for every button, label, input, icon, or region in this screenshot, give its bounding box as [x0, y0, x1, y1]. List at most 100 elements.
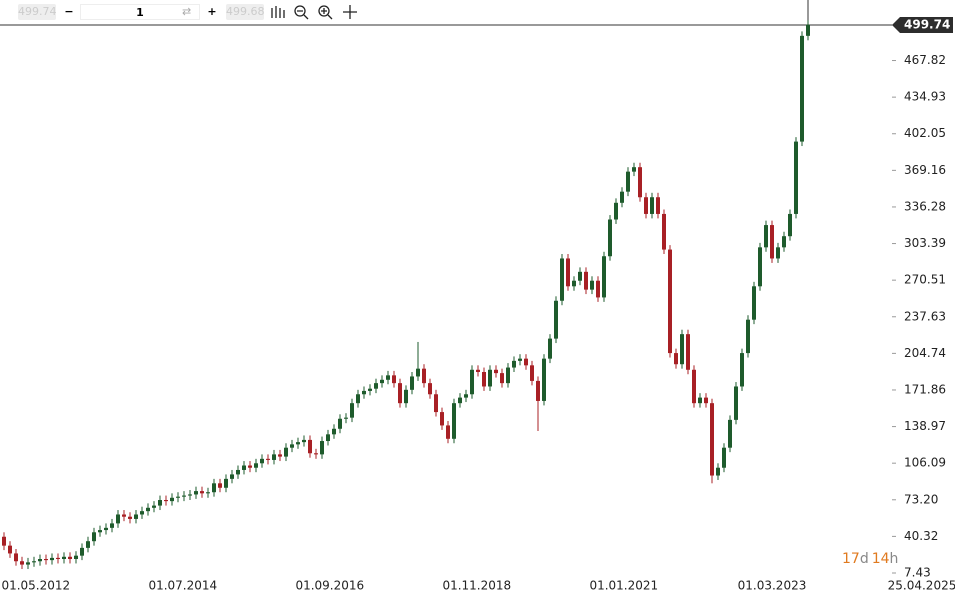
candle-body	[368, 388, 373, 391]
candle-body	[152, 505, 157, 508]
candle-body	[800, 35, 805, 142]
candle-body	[62, 556, 67, 560]
y-tick-label: 106.09	[904, 456, 946, 470]
candle-body	[2, 536, 7, 546]
plus-button[interactable]: +	[207, 5, 217, 18]
candle-body	[134, 514, 139, 519]
candle-body	[722, 447, 727, 468]
candle-body	[704, 397, 709, 404]
candle-body	[794, 141, 799, 214]
candle-body	[548, 338, 553, 359]
y-tick-label: 237.63	[904, 309, 946, 323]
candle-body	[332, 428, 337, 435]
candle-body	[614, 202, 619, 220]
candle-body	[380, 379, 385, 384]
quantity-input[interactable]: 1	[80, 4, 200, 20]
candle-body	[440, 412, 445, 426]
candle-body	[50, 557, 55, 561]
minus-button[interactable]: −	[64, 5, 74, 18]
candle-body	[230, 474, 235, 479]
candle-body	[584, 271, 589, 290]
candle-body	[254, 463, 259, 468]
candle-body	[248, 465, 253, 468]
y-tick-label: 7.43	[904, 566, 931, 580]
candle-body	[128, 516, 133, 519]
candle-body	[776, 247, 781, 259]
candle-body	[74, 555, 79, 560]
candle-body	[668, 249, 673, 354]
candle-body	[590, 280, 595, 290]
candle-body	[56, 557, 61, 560]
candle-body	[782, 236, 787, 248]
candle-body	[362, 390, 367, 395]
candle-body	[158, 500, 163, 506]
candle-body	[788, 213, 793, 237]
candle-body	[242, 465, 247, 470]
y-tick-label: 171.86	[904, 382, 946, 396]
candle-body	[314, 453, 319, 455]
candle-body	[500, 373, 505, 384]
candle-body	[536, 380, 541, 401]
candle-body	[164, 500, 169, 502]
candle-body	[326, 434, 331, 442]
candle-body	[674, 353, 679, 365]
candle-body	[278, 454, 283, 457]
days: 17	[842, 551, 860, 567]
candle-body	[428, 383, 433, 395]
candle-body	[488, 369, 493, 387]
candle-body	[518, 358, 523, 361]
y-tick-label: 138.97	[904, 419, 946, 433]
candle-body	[476, 369, 481, 373]
price-badge	[892, 17, 953, 33]
candle-body	[494, 369, 499, 374]
candle-body	[140, 511, 145, 515]
y-tick-label: 270.51	[904, 273, 946, 287]
candle-body	[554, 300, 559, 339]
buy-price[interactable]: 499.68	[226, 4, 265, 20]
candle-body	[20, 561, 25, 565]
candle-body	[404, 389, 409, 404]
candle-body	[302, 439, 307, 443]
candle-body	[350, 403, 355, 418]
y-tick-label: 434.93	[904, 90, 946, 104]
candle-body	[770, 225, 775, 259]
candle-body	[8, 545, 13, 554]
candle-body	[206, 492, 211, 494]
y-tick-label: 204.74	[904, 346, 946, 360]
candle-body	[398, 383, 403, 404]
candle-body	[578, 271, 583, 281]
candle-body	[752, 286, 757, 320]
candle-body	[212, 483, 217, 493]
sell-price[interactable]: 499.74	[18, 4, 57, 20]
candle-body	[632, 167, 637, 172]
y-tick-label: 40.32	[904, 529, 938, 543]
candle-body	[566, 258, 571, 287]
candle-body	[188, 494, 193, 496]
candle-body	[98, 530, 103, 533]
hours-unit: h	[890, 551, 899, 567]
y-tick-label: 467.82	[904, 53, 946, 67]
swap-icon[interactable]: ⇄	[182, 5, 192, 18]
candle-body	[464, 394, 469, 398]
toolbar-icons[interactable]	[271, 5, 357, 20]
y-tick-label: 369.16	[904, 163, 946, 177]
x-tick-label: 01.09.2016	[295, 579, 364, 593]
candle-body	[38, 559, 43, 562]
candle-body	[224, 478, 229, 488]
candle-body	[602, 256, 607, 298]
candle-body	[236, 469, 241, 475]
candle-body	[386, 375, 391, 380]
candle-body	[728, 419, 733, 448]
candle-body	[26, 562, 31, 565]
x-tick-label: 25.04.2025	[888, 579, 955, 593]
candle-body	[644, 197, 649, 214]
candle-body	[680, 334, 685, 365]
candle-body	[182, 495, 187, 497]
candle-body	[608, 219, 613, 257]
candle-body	[422, 368, 427, 384]
candle-body	[218, 483, 223, 488]
candle-body	[638, 167, 643, 198]
candle-body	[692, 369, 697, 404]
candle-body	[512, 360, 517, 368]
